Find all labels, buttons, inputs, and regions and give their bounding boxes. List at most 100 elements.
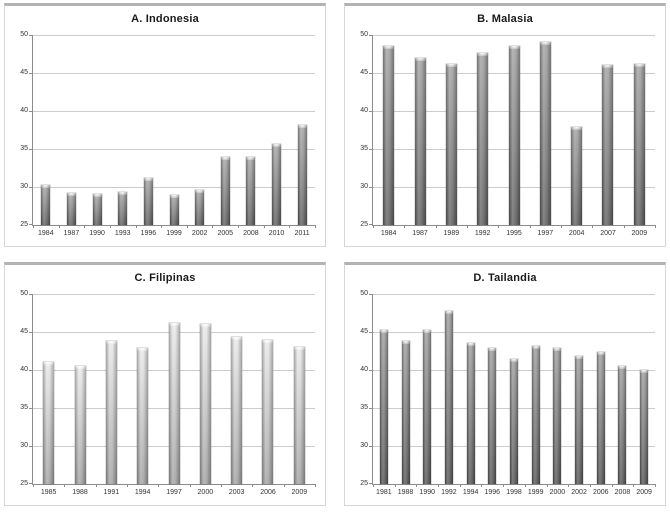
chart-title-indonesia: A. Indonesia [131,13,199,25]
y-axis-tick [29,73,32,74]
y-axis-tick-label: 25 [360,221,368,228]
x-axis-tick [110,225,111,228]
chart-panel-indonesia: A. Indonesia 25 30 35 40 45 50 1984 1987 1990 199… [4,3,326,247]
x-axis-tick-label: 1984 [38,230,54,237]
x-axis-tick-label: 1992 [474,230,491,237]
x-axis-tick-label: 2007 [600,230,616,237]
bar [118,192,127,225]
x-axis-tick-label: 1996 [140,230,157,237]
x-axis-tick [624,225,625,228]
x-axis-tick-label: 1989 [443,230,460,237]
y-axis-tick [29,187,32,188]
x-axis-tick-label: 1999 [527,489,544,496]
bar [298,125,307,225]
x-axis-tick [187,225,188,228]
y-axis-tick-label: 40 [20,366,28,373]
y-axis-tick [369,149,372,150]
x-axis-tick-label: 2006 [592,489,609,496]
y-axis-tick [29,294,32,295]
y-axis-tick-label: 50 [360,31,368,38]
y-axis-tick [29,370,32,371]
bar [402,341,410,484]
y-axis-tick-label: 30 [360,183,368,190]
bar [41,185,50,225]
bar [262,340,273,484]
y-axis-tick [369,111,372,112]
x-axis-tick [655,225,656,228]
x-axis-tick [612,484,613,487]
x-axis-tick [289,225,290,228]
x-axis-tick [315,225,316,228]
bar [488,348,496,484]
bar [380,330,388,484]
bar [634,64,645,225]
bar [553,348,561,484]
y-axis-tick-label: 25 [20,480,28,487]
y-axis-tick [29,111,32,112]
x-axis-tick [221,484,222,487]
x-axis-tick [404,225,405,228]
x-axis-tick-label: 2006 [260,489,276,496]
y-axis-tick [29,35,32,36]
x-axis-tick-label: 2009 [291,489,308,496]
y-axis-tick [29,446,32,447]
y-axis-tick [369,483,372,484]
y-axis-tick-label: 40 [360,366,368,373]
x-axis-tick [315,484,316,487]
y-axis-tick [369,370,372,371]
y-axis-tick-label: 45 [20,69,28,76]
bar [246,157,255,225]
bar [575,356,583,484]
x-axis-tick-label: 1990 [89,230,105,237]
y-axis-tick-label: 25 [20,221,28,228]
x-axis-tick-label: 1991 [103,489,120,496]
x-axis-tick [438,484,439,487]
x-axis-tick [373,225,374,228]
x-axis-tick [460,484,461,487]
x-axis-tick [590,484,591,487]
x-axis-tick-label: 2003 [228,489,245,496]
x-axis-tick [127,484,128,487]
x-axis-tick [481,484,482,487]
x-axis-tick [416,484,417,487]
bar [169,323,180,484]
x-axis-tick-label: 1999 [166,230,182,237]
plot-area-malasia: 25 30 35 40 45 50 1984 1987 1989 1992 1995 1997 2004… [360,31,656,237]
x-axis-tick-label: 1993 [114,230,131,237]
bar [532,346,540,484]
x-axis-tick-label: 1981 [376,489,392,496]
y-axis-tick-label: 45 [360,328,368,335]
y-axis-tick [29,224,32,225]
x-axis-tick [284,484,285,487]
x-axis-tick [395,484,396,487]
x-axis-tick-label: 1985 [40,489,57,496]
bar [597,352,605,484]
y-axis-tick-label: 35 [360,404,368,411]
x-axis-tick [238,225,239,228]
y-axis-tick-label: 30 [20,183,28,190]
x-axis-tick [33,225,34,228]
x-axis-tick-label: 1988 [72,489,88,496]
bar [294,347,305,484]
bar [446,64,457,225]
y-axis-tick-label: 25 [360,480,368,487]
x-axis-tick [655,484,656,487]
x-axis-tick-label: 1995 [506,230,522,237]
x-axis-tick-label: 2004 [568,230,585,237]
gridline [33,73,315,74]
chart-title-tailandia: D. Tailandia [473,272,537,284]
x-axis-tick [161,225,162,228]
x-axis-tick [436,225,437,228]
x-axis-tick-label: 2005 [217,230,234,237]
y-axis-tick-label: 45 [20,328,28,335]
x-axis-tick [467,225,468,228]
x-axis-tick-label: 1994 [462,489,479,496]
x-axis-tick [373,484,374,487]
y-axis-tick-label: 35 [20,404,28,411]
bar [423,330,431,484]
y-axis-tick-label: 50 [20,31,28,38]
x-axis-tick-label: 2000 [549,489,566,496]
y-axis-tick [369,294,372,295]
x-axis-tick [547,484,548,487]
bar [272,144,281,225]
